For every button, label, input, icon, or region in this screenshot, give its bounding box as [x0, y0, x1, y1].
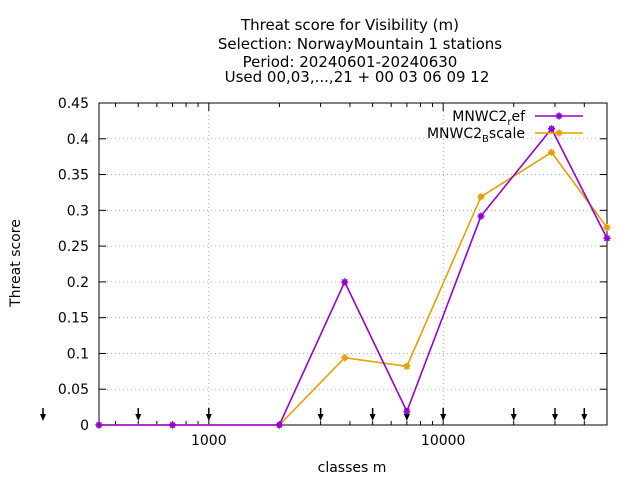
- title-line-1: Threat score for Visibility (m): [240, 16, 459, 34]
- data-point-marker: [95, 421, 103, 429]
- data-point-marker: [275, 421, 283, 429]
- class-marker-arrow: [552, 414, 559, 421]
- data-point-marker: [603, 234, 611, 242]
- title-line-2: Selection: NorwayMountain 1 stations: [218, 35, 502, 53]
- plot-frame: [98, 102, 608, 426]
- data-point-marker: [477, 212, 485, 220]
- x-axis-label: classes m: [318, 460, 387, 476]
- data-point-marker: [547, 125, 556, 133]
- legend-marker-star-1: [555, 129, 563, 137]
- legend-label-1: MNWC2Bscale: [427, 126, 525, 145]
- y-axis-label: Threat score: [8, 219, 24, 308]
- class-marker-arrow: [581, 414, 588, 421]
- class-markers: [40, 408, 588, 421]
- data-point-marker: [341, 278, 349, 286]
- series-line-0: [99, 127, 608, 426]
- y-tick-label: 0: [80, 418, 89, 434]
- y-tick-label: 0.35: [58, 168, 89, 184]
- chart-title: Threat score for Visibility (m) Selectio…: [218, 16, 502, 86]
- y-tick-label: 0.05: [58, 382, 89, 398]
- data-point-marker: [168, 421, 177, 429]
- data-point-marker: [403, 362, 411, 370]
- class-marker-arrow: [369, 414, 376, 421]
- y-tick-label: 0.3: [67, 203, 89, 219]
- y-tick-label: 0.15: [58, 311, 89, 327]
- y-tick-label: 0.25: [58, 239, 89, 255]
- class-marker-arrow: [317, 414, 324, 421]
- series-line-1: [99, 151, 608, 426]
- legend-marker-star-0: [555, 112, 563, 120]
- series-lines: [95, 125, 611, 429]
- data-point-marker: [603, 223, 611, 232]
- y-tick-label: 0.2: [67, 275, 89, 291]
- class-marker-arrow: [403, 414, 410, 421]
- title-line-4: Used 00,03,...,21 + 00 03 06 09 12: [225, 68, 490, 86]
- title-line-3: Period: 20240601-20240630: [243, 53, 458, 71]
- x-tick-label: 1000: [191, 433, 227, 449]
- y-tick-label: 0.4: [67, 132, 89, 148]
- grid: [99, 103, 607, 425]
- data-point-marker: [477, 193, 485, 201]
- class-marker-arrow: [510, 414, 517, 421]
- data-point-marker: [403, 407, 411, 416]
- x-tick-label: 10000: [421, 433, 466, 449]
- data-point-marker: [547, 148, 556, 156]
- axis-ticks: 0 0.05 0.1 0.15 0.2 0.25 0.3 0.35 0.4 0.45 1000 100…: [58, 96, 607, 449]
- data-point-marker: [341, 354, 349, 362]
- y-tick-label: 0.45: [58, 96, 89, 112]
- legend-label-0: MNWC2ref: [452, 109, 526, 128]
- y-tick-label: 0.1: [67, 346, 89, 362]
- class-marker-arrow: [40, 414, 46, 421]
- class-marker-arrow: [135, 414, 142, 421]
